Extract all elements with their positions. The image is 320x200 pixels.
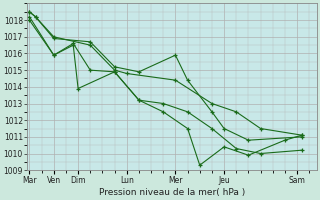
- X-axis label: Pression niveau de la mer( hPa ): Pression niveau de la mer( hPa ): [99, 188, 245, 197]
